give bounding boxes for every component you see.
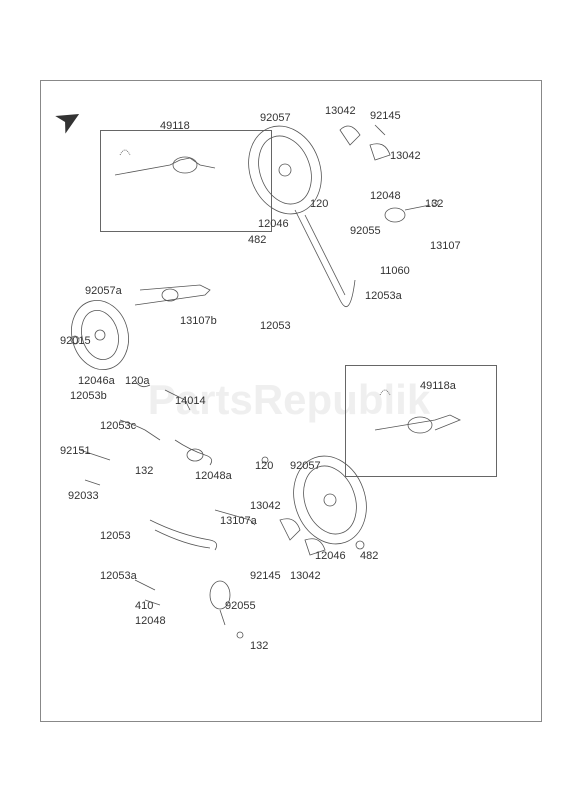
part-label-12046-t: 12046 (258, 218, 289, 230)
part-label-13042-t2: 13042 (390, 150, 421, 162)
part-label-12048a: 12048a (195, 470, 232, 482)
part-label-92055-b: 92055 (225, 600, 256, 612)
part-label-12053a-t: 12053a (365, 290, 402, 302)
part-label-92057: 92057 (260, 112, 291, 124)
part-label-92055-t: 92055 (350, 225, 381, 237)
part-label-13042-t1: 13042 (325, 105, 356, 117)
part-label-14014: 14014 (175, 395, 206, 407)
part-label-92057a: 92057a (85, 285, 122, 297)
part-label-132-b: 132 (250, 640, 268, 652)
part-label-92145-t: 92145 (370, 110, 401, 122)
part-label-13042-b2: 13042 (290, 570, 321, 582)
part-label-410: 410 (135, 600, 153, 612)
part-label-132-m: 132 (135, 465, 153, 477)
part-label-12053b: 12053b (70, 390, 107, 402)
part-label-12048-t: 12048 (370, 190, 401, 202)
part-label-11060: 11060 (380, 265, 410, 277)
part-label-49118a: 49118a (420, 380, 456, 392)
part-label-13042-b1: 13042 (250, 500, 281, 512)
part-label-482-t: 482 (248, 234, 266, 246)
part-label-12053a-b: 12053a (100, 570, 137, 582)
part-label-12046-b: 12046 (315, 550, 346, 562)
part-label-12053-m: 12053 (260, 320, 291, 332)
part-label-132-t: 132 (425, 198, 443, 210)
part-label-92151: 92151 (60, 445, 91, 457)
part-label-92033: 92033 (68, 490, 99, 502)
part-label-92015: 92015 (60, 335, 91, 347)
diagram-sketch (40, 80, 540, 720)
part-label-13107b: 13107b (180, 315, 217, 327)
part-label-120-t: 120 (310, 198, 328, 210)
part-label-12053-b: 12053 (100, 530, 131, 542)
part-label-12046a: 12046a (78, 375, 115, 387)
part-label-12053c: 12053c (100, 420, 136, 432)
part-label-120a: 120a (125, 375, 149, 387)
part-label-13107-t: 13107 (430, 240, 461, 252)
part-label-482-b: 482 (360, 550, 378, 562)
part-label-13107a: 13107a (220, 515, 257, 527)
part-label-92145-b: 92145 (250, 570, 281, 582)
part-label-120-m: 120 (255, 460, 273, 472)
part-label-92057-b: 92057 (290, 460, 321, 472)
part-label-12048-b: 12048 (135, 615, 166, 627)
part-label-49118: 49118 (160, 120, 190, 132)
